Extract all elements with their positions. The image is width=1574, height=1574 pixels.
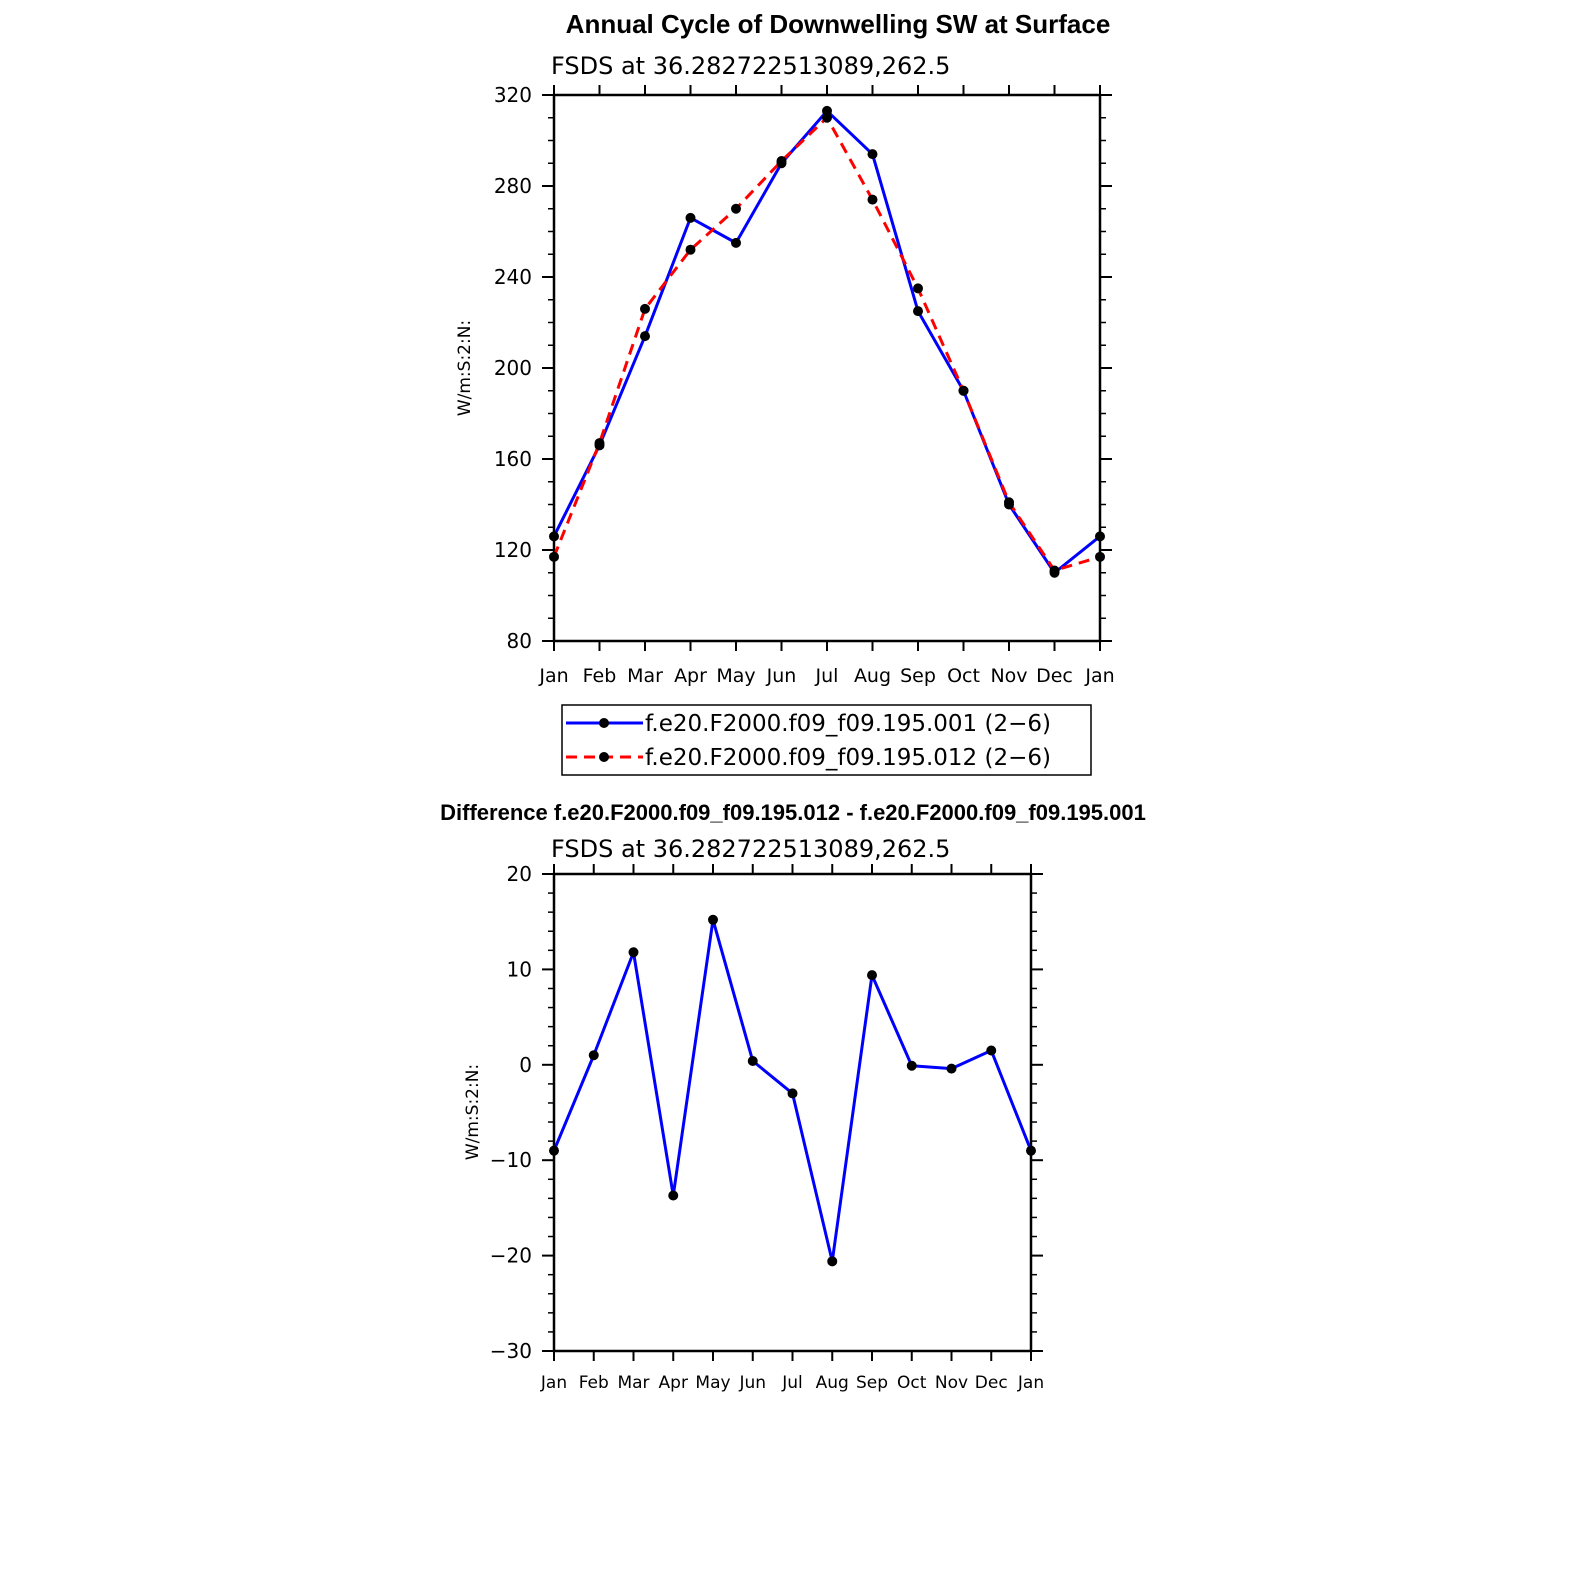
chart-title: Difference f.e20.F2000.f09_f09.195.012 -…: [440, 800, 1146, 825]
series-line-1: [552, 109, 1101, 575]
data-point-series-2: [822, 112, 832, 123]
axes: [542, 864, 1043, 1361]
data-point-series-2: [640, 303, 650, 314]
chart-subtitle: FSDS at 36.282722513089,262.5: [551, 52, 950, 80]
data-point-series-2: [1049, 565, 1060, 576]
x-tick-labels: Jan Feb Mar Apr May Jun Jul Aug Sep Oct Nov Dec Jan: [538, 665, 1114, 687]
data-point-series-1: [867, 970, 877, 981]
y-tick-label: 80: [507, 629, 532, 653]
x-tick-label: Jun: [738, 1373, 766, 1393]
data-point-series-1: [640, 331, 650, 342]
data-point-series-2: [549, 551, 559, 562]
x-tick-label: Jun: [766, 665, 797, 687]
y-tick-label: 10: [507, 957, 532, 981]
data-point-series-2: [867, 194, 878, 205]
data-point-series-1: [827, 1256, 838, 1267]
x-tick-label: Feb: [579, 1373, 609, 1393]
data-point-series-2: [1095, 551, 1105, 562]
y-tick-label: 240: [494, 265, 532, 289]
data-point-series-1: [787, 1088, 798, 1099]
y-tick-label: 160: [494, 447, 532, 471]
data-point-series-1: [1026, 1145, 1036, 1156]
series-group: [549, 914, 1036, 1267]
x-tick-label: Apr: [659, 1373, 688, 1393]
series-line-2: [552, 116, 1101, 572]
data-point-series-1: [628, 947, 639, 958]
data-point-series-1: [731, 237, 741, 248]
data-point-series-2: [776, 155, 787, 166]
data-point-series-1: [549, 531, 559, 542]
y-tick-label: −10: [490, 1148, 532, 1172]
y-tick-label: 320: [494, 83, 532, 107]
legend: f.e20.F2000.f09_f09.195.001 (2−6) f.e20.…: [561, 704, 1092, 776]
annual-cycle-chart: Annual Cycle of Downwelling SW at Surfac…: [455, 9, 1115, 776]
y-tick-label: −20: [490, 1244, 532, 1268]
data-point-series-2: [958, 385, 969, 396]
x-tick-label: Jan: [1017, 1373, 1044, 1393]
x-tick-label: Jul: [815, 665, 839, 687]
x-tick-label: Aug: [854, 665, 891, 687]
data-point-series-1: [986, 1045, 997, 1056]
y-axis-label: W/m:S:2:N:: [463, 1064, 483, 1160]
data-point-series-2: [731, 203, 741, 214]
y-tick-label: 120: [494, 538, 532, 562]
y-tick-label: 280: [494, 174, 532, 198]
plot-frame: [552, 93, 1102, 643]
x-tick-label: Oct: [947, 665, 980, 687]
x-tick-label: Nov: [935, 1373, 968, 1393]
data-point-series-1: [906, 1060, 917, 1071]
data-point-series-1: [747, 1055, 758, 1066]
y-tick-label: −30: [490, 1339, 532, 1363]
x-tick-label: Jan: [538, 665, 568, 687]
axes: [542, 85, 1112, 651]
x-tick-labels: Jan Feb Mar Apr May Jun Jul Aug Sep Oct Nov Dec Jan: [540, 1373, 1044, 1393]
x-tick-label: Jul: [781, 1373, 803, 1393]
x-tick-label: Mar: [627, 665, 663, 687]
x-tick-label: Dec: [975, 1373, 1008, 1393]
data-point-series-1: [708, 914, 718, 925]
x-tick-label: Nov: [990, 665, 1027, 687]
x-tick-label: Jan: [540, 1373, 567, 1393]
y-tick-label: 200: [494, 356, 532, 380]
legend-label-series-2: f.e20.F2000.f09_f09.195.012 (2−6): [645, 745, 1051, 771]
data-point-series-2: [913, 283, 923, 294]
x-tick-label: Aug: [816, 1373, 849, 1393]
data-point-series-1: [668, 1190, 679, 1201]
x-tick-label: May: [716, 665, 755, 687]
data-point-series-1: [588, 1050, 599, 1061]
x-tick-label: Oct: [897, 1373, 927, 1393]
data-point-series-1: [1095, 531, 1105, 542]
chart-title: Annual Cycle of Downwelling SW at Surfac…: [566, 9, 1111, 39]
plot-frame: [552, 872, 1033, 1353]
y-axis-label: W/m:S:2:N:: [455, 320, 475, 416]
data-point-series-2: [594, 438, 605, 449]
x-tick-label: Mar: [617, 1373, 649, 1393]
series-group: [549, 105, 1105, 578]
data-point-series-1: [867, 149, 878, 160]
x-tick-label: Jan: [1084, 665, 1114, 687]
legend-marker-series-2: [599, 752, 609, 762]
x-tick-label: Feb: [583, 665, 617, 687]
x-tick-label: Sep: [856, 1373, 888, 1393]
data-point-series-1: [549, 1145, 559, 1156]
y-tick-labels: −30 −20 −10 0 10 20: [490, 862, 532, 1363]
data-point-series-2: [685, 244, 696, 255]
data-point-series-1: [685, 212, 696, 223]
chart-subtitle: FSDS at 36.282722513089,262.5: [551, 835, 950, 863]
legend-marker-series-1: [599, 718, 609, 728]
data-point-series-1: [946, 1063, 957, 1074]
data-point-series-1: [913, 306, 923, 317]
legend-label-series-1: f.e20.F2000.f09_f09.195.001 (2−6): [645, 711, 1051, 737]
legend-box: [561, 704, 1092, 776]
data-point-series-2: [1004, 497, 1014, 508]
x-tick-label: Dec: [1036, 665, 1073, 687]
x-tick-label: Sep: [900, 665, 936, 687]
y-tick-labels: 80 120 160 200 240 280 320: [494, 83, 532, 653]
x-tick-label: May: [695, 1373, 730, 1393]
x-tick-label: Apr: [674, 665, 707, 687]
difference-chart: Difference f.e20.F2000.f09_f09.195.012 -…: [440, 800, 1146, 1393]
y-tick-label: 20: [507, 862, 532, 886]
y-tick-label: 0: [519, 1053, 532, 1077]
